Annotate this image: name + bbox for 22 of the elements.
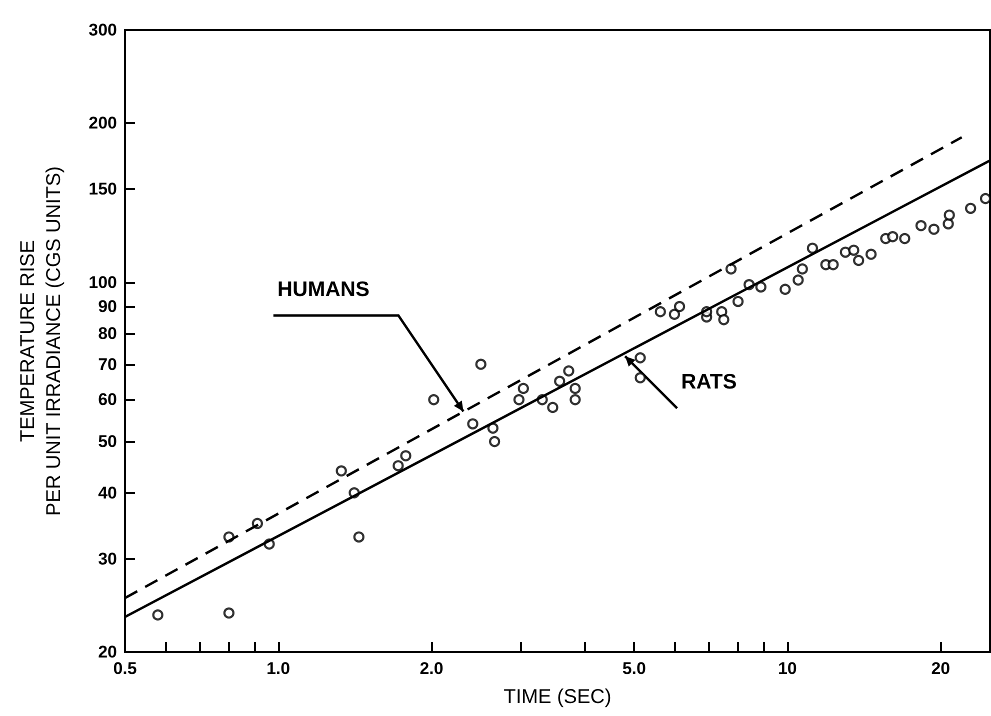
- y-tick-label: 30: [98, 549, 117, 568]
- y-tick-label: 100: [88, 272, 117, 292]
- annotation: HUMANS: [277, 278, 370, 301]
- y-tick-label: 60: [98, 390, 117, 410]
- x-tick-label: 1.0: [266, 659, 290, 678]
- y-tick-label: 80: [98, 324, 117, 344]
- y-axis-title: TEMPERATURE RISE PER UNIT IRRADIANCE (CGS UNITS): [17, 166, 65, 516]
- y-tick-label: 150: [88, 180, 117, 199]
- y-tick-label: 300: [88, 20, 117, 40]
- x-axis-title: TIME (SEC): [504, 686, 612, 708]
- x-tick-label: 10: [778, 659, 797, 678]
- x-tick-label: 2.0: [420, 659, 444, 678]
- y-tick-label: 200: [88, 114, 117, 133]
- x-tick-label: 5.0: [622, 659, 646, 678]
- y-tick-label: 90: [98, 297, 117, 316]
- x-tick-label: 20: [931, 659, 950, 678]
- annotation: RATS: [681, 370, 737, 394]
- y-tick-label: 50: [98, 432, 117, 452]
- y-tick-label: 40: [98, 483, 117, 502]
- x-tick-label: 0.5: [113, 659, 137, 678]
- y-tick-label: 70: [98, 354, 117, 374]
- y-tick-label: 20: [98, 642, 117, 662]
